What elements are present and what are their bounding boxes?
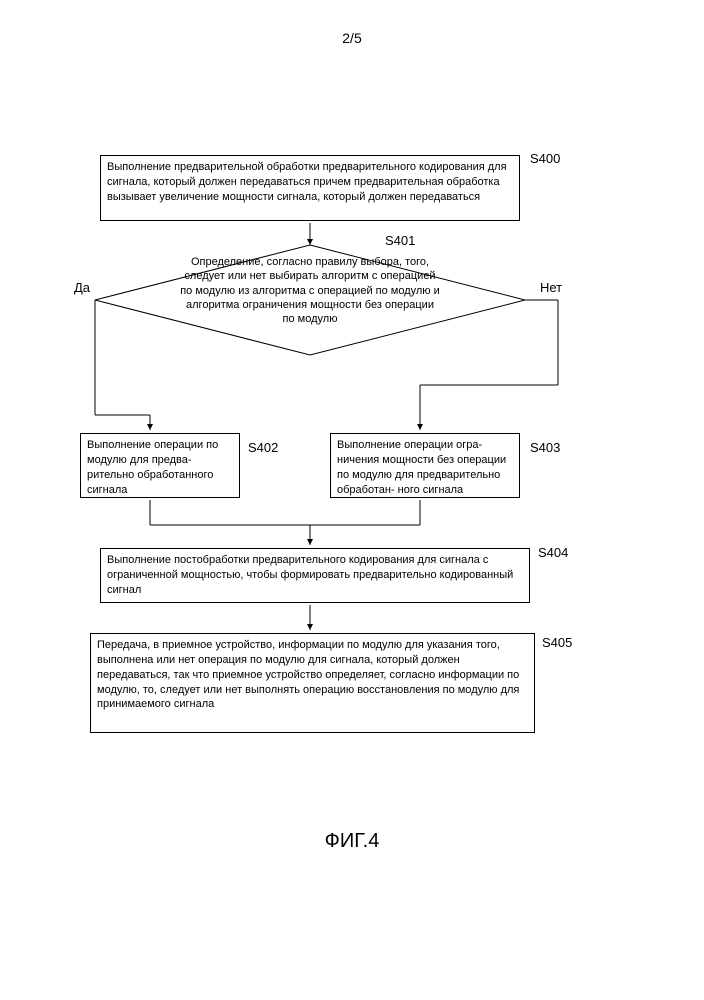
label-s404: S404: [538, 545, 568, 560]
label-s400: S400: [530, 151, 560, 166]
step-s405: Передача, в приемное устройство, информа…: [90, 633, 535, 733]
label-s403: S403: [530, 440, 560, 455]
flowchart-container: Выполнение предварительной обработки пре…: [80, 155, 625, 785]
step-s404: Выполнение постобработки предварительног…: [100, 548, 530, 603]
figure-caption: ФИГ.4: [325, 830, 380, 853]
label-s405: S405: [542, 635, 572, 650]
step-s400: Выполнение предварительной обработки пре…: [100, 155, 520, 221]
label-s402: S402: [248, 440, 278, 455]
branch-no: Нет: [540, 280, 562, 295]
branch-yes: Да: [74, 280, 90, 295]
step-s402: Выполнение операции по модулю для предва…: [80, 433, 240, 498]
decision-s401: Определение, согласно правилу выбора, то…: [180, 255, 440, 326]
step-s403: Выполнение операции огра- ничения мощнос…: [330, 433, 520, 498]
page-number: 2/5: [342, 30, 361, 46]
label-s401: S401: [385, 233, 415, 248]
